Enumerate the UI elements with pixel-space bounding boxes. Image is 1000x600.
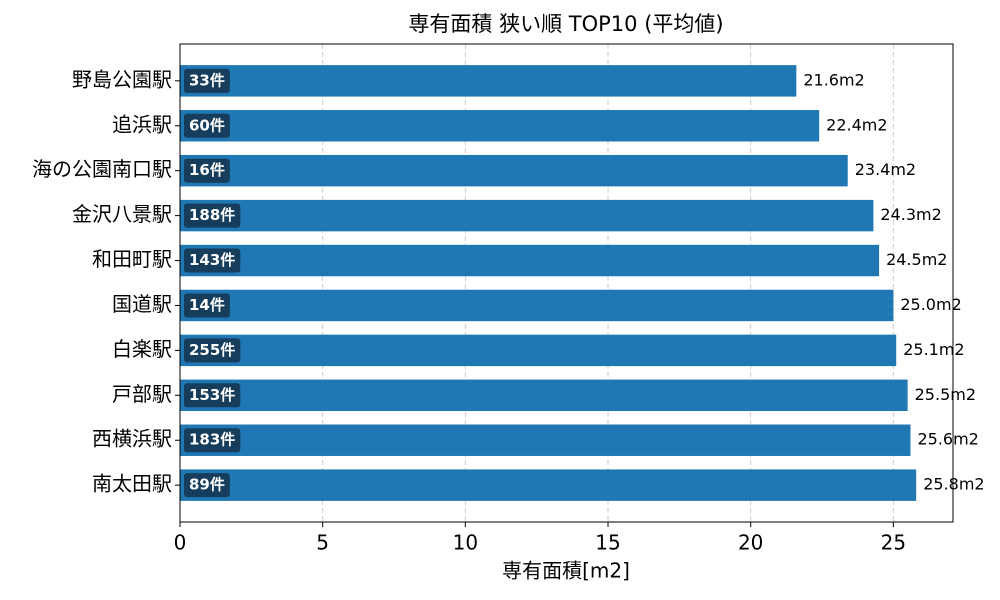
count-label: 16件 xyxy=(189,161,225,179)
value-label: 24.3m2 xyxy=(880,205,941,224)
count-label: 143件 xyxy=(189,251,235,269)
count-badge xyxy=(184,158,230,183)
x-tick-label: 15 xyxy=(595,531,620,555)
value-label: 25.0m2 xyxy=(900,295,961,314)
count-badge xyxy=(184,338,241,363)
x-tick-label: 25 xyxy=(881,531,906,555)
count-badge xyxy=(184,383,241,408)
bar xyxy=(180,199,874,232)
y-tick-label: 白楽駅 xyxy=(112,337,172,361)
value-label: 22.4m2 xyxy=(826,115,887,134)
value-label: 23.4m2 xyxy=(855,160,916,179)
count-label: 188件 xyxy=(189,206,235,224)
y-tick-label: 国道駅 xyxy=(112,292,172,316)
bar xyxy=(180,334,897,367)
bar xyxy=(180,424,911,456)
y-tick-label: 金沢八景駅 xyxy=(72,202,172,226)
y-tick-label: 戸部駅 xyxy=(112,382,172,406)
count-label: 60件 xyxy=(189,116,225,134)
count-label: 183件 xyxy=(189,431,235,449)
value-label: 25.5m2 xyxy=(915,385,976,404)
count-badge xyxy=(184,203,241,228)
y-tick-label: 野島公園駅 xyxy=(72,67,172,91)
count-badge xyxy=(184,248,241,273)
y-tick-label: 追浜駅 xyxy=(112,112,172,136)
bar xyxy=(180,469,917,501)
x-tick-label: 0 xyxy=(174,531,187,555)
count-badge xyxy=(184,473,230,498)
count-label: 255件 xyxy=(189,341,235,359)
value-label: 25.6m2 xyxy=(917,430,978,449)
y-tick-label: 南太田駅 xyxy=(92,472,172,496)
value-label: 21.6m2 xyxy=(803,70,864,89)
chart-title: 専有面積 狭い順 TOP10 (平均値) xyxy=(408,12,723,36)
count-label: 14件 xyxy=(189,296,225,314)
bar xyxy=(180,154,848,187)
bar xyxy=(180,289,894,322)
count-badge xyxy=(184,428,241,453)
bar xyxy=(180,65,797,97)
bar xyxy=(180,244,880,277)
y-tick-label: 西横浜駅 xyxy=(92,427,172,451)
count-badge xyxy=(184,113,230,138)
plot-frame xyxy=(179,43,954,523)
y-tick-label: 和田町駅 xyxy=(92,247,172,271)
count-badge xyxy=(184,68,230,93)
value-label: 24.5m2 xyxy=(886,250,947,269)
count-label: 89件 xyxy=(189,476,225,494)
count-label: 33件 xyxy=(189,71,225,89)
x-tick-label: 10 xyxy=(453,531,478,555)
count-label: 153件 xyxy=(189,386,235,404)
value-label: 25.1m2 xyxy=(903,340,964,359)
count-badge xyxy=(184,293,230,318)
x-axis-label: 専有面積[m2] xyxy=(502,559,630,583)
value-label: 25.8m2 xyxy=(923,475,984,494)
bar xyxy=(180,110,820,142)
y-tick-label: 海の公園南口駅 xyxy=(32,157,172,181)
bar xyxy=(180,379,908,412)
x-tick-label: 5 xyxy=(316,531,329,555)
x-tick-label: 20 xyxy=(738,531,763,555)
